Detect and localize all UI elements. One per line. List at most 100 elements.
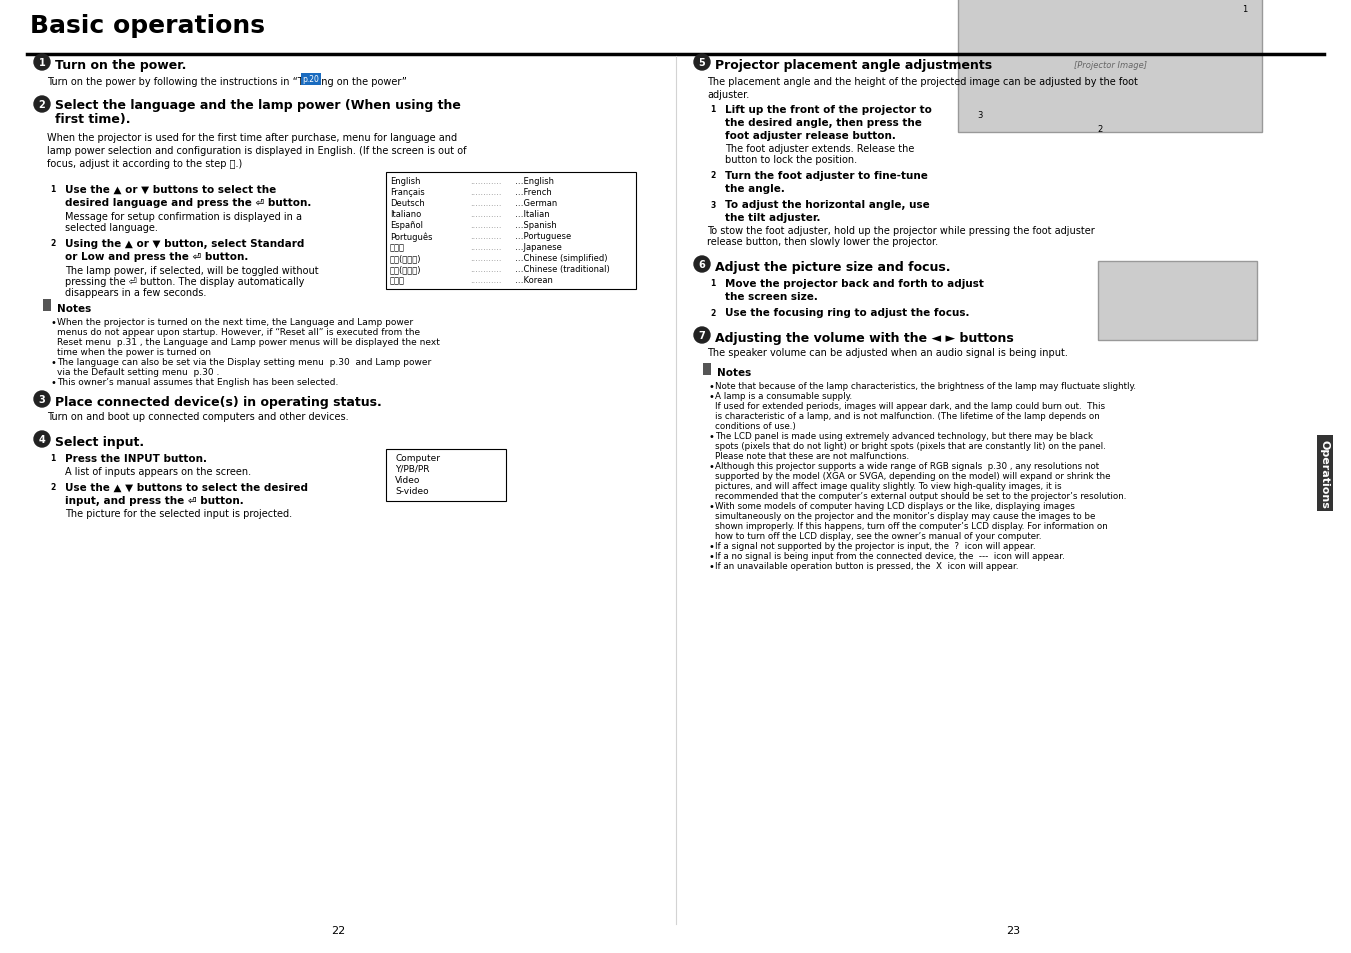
Text: ............: ............ xyxy=(470,221,501,230)
Text: 한국어: 한국어 xyxy=(390,275,405,285)
Text: The speaker volume can be adjusted when an audio signal is being input.: The speaker volume can be adjusted when … xyxy=(707,348,1067,357)
Text: conditions of use.): conditions of use.) xyxy=(715,421,796,431)
Text: the tilt adjuster.: the tilt adjuster. xyxy=(725,213,820,223)
Text: The LCD panel is made using extremely advanced technology, but there may be blac: The LCD panel is made using extremely ad… xyxy=(715,432,1093,440)
Text: The language can also be set via the Display setting menu  p.30  and Lamp power: The language can also be set via the Dis… xyxy=(57,357,431,367)
Text: …Portuguese: …Portuguese xyxy=(515,232,571,241)
Text: Lift up the front of the projector to: Lift up the front of the projector to xyxy=(725,105,932,115)
Text: To adjust the horizontal angle, use: To adjust the horizontal angle, use xyxy=(725,200,929,210)
Text: 1: 1 xyxy=(711,279,716,288)
Circle shape xyxy=(694,328,711,344)
Text: 1: 1 xyxy=(50,185,55,194)
Text: 3: 3 xyxy=(711,200,716,210)
Text: If an unavailable operation button is pressed, the  X  icon will appear.: If an unavailable operation button is pr… xyxy=(715,561,1019,571)
Text: Notes: Notes xyxy=(717,368,751,377)
Text: Projector placement angle adjustments: Projector placement angle adjustments xyxy=(715,59,992,71)
Circle shape xyxy=(34,432,50,448)
Circle shape xyxy=(694,55,711,71)
Text: Using the ▲ or ▼ button, select Standard: Using the ▲ or ▼ button, select Standard xyxy=(65,239,304,249)
Text: how to turn off the LCD display, see the owner’s manual of your computer.: how to turn off the LCD display, see the… xyxy=(715,532,1042,540)
Text: •: • xyxy=(51,357,57,368)
Text: Deutsch: Deutsch xyxy=(390,199,424,208)
Text: …Japanese: …Japanese xyxy=(515,243,562,252)
Text: 2: 2 xyxy=(1097,125,1102,133)
Text: …Chinese (traditional): …Chinese (traditional) xyxy=(515,265,609,274)
Text: Use the ▲ ▼ buttons to select the desired: Use the ▲ ▼ buttons to select the desire… xyxy=(65,482,308,493)
FancyBboxPatch shape xyxy=(1098,262,1256,340)
Text: English: English xyxy=(390,177,420,186)
Text: •: • xyxy=(709,392,715,401)
Text: selected language.: selected language. xyxy=(65,223,158,233)
Text: 1: 1 xyxy=(1243,5,1247,13)
Text: Y/PB/PR: Y/PB/PR xyxy=(394,464,430,474)
Text: [Projector Image]: [Projector Image] xyxy=(1074,61,1147,71)
Text: When the projector is used for the first time after purchase, menu for language : When the projector is used for the first… xyxy=(47,132,466,170)
Text: ............: ............ xyxy=(470,210,501,219)
Text: •: • xyxy=(709,561,715,572)
Text: Notes: Notes xyxy=(57,304,92,314)
Text: Press the INPUT button.: Press the INPUT button. xyxy=(65,454,207,463)
Text: The picture for the selected input is projected.: The picture for the selected input is pr… xyxy=(65,509,292,518)
Text: pictures, and will affect image quality slightly. To view high-quality images, i: pictures, and will affect image quality … xyxy=(715,481,1062,491)
Text: •: • xyxy=(51,377,57,388)
Text: 5: 5 xyxy=(698,58,705,68)
Circle shape xyxy=(34,55,50,71)
Text: If used for extended periods, images will appear dark, and the lamp could burn o: If used for extended periods, images wil… xyxy=(715,401,1105,411)
Text: •: • xyxy=(709,541,715,552)
Text: 4: 4 xyxy=(39,435,46,444)
Text: 1: 1 xyxy=(39,58,46,68)
FancyBboxPatch shape xyxy=(958,0,1262,132)
Text: Español: Español xyxy=(390,221,423,230)
Text: the desired angle, then press the: the desired angle, then press the xyxy=(725,118,921,128)
Text: •: • xyxy=(709,432,715,441)
Text: …Spanish: …Spanish xyxy=(515,221,557,230)
FancyBboxPatch shape xyxy=(43,299,51,312)
Text: 2: 2 xyxy=(39,100,46,110)
Text: •: • xyxy=(51,317,57,328)
Text: 7: 7 xyxy=(698,331,705,340)
Text: release button, then slowly lower the projector.: release button, then slowly lower the pr… xyxy=(707,236,938,247)
Circle shape xyxy=(694,256,711,273)
Text: A list of inputs appears on the screen.: A list of inputs appears on the screen. xyxy=(65,467,251,476)
Text: the angle.: the angle. xyxy=(725,184,785,193)
Text: ............: ............ xyxy=(470,265,501,274)
Text: Select input.: Select input. xyxy=(55,436,145,449)
Text: The placement angle and the height of the projected image can be adjusted by the: The placement angle and the height of th… xyxy=(707,77,1138,100)
Text: spots (pixels that do not light) or bright spots (pixels that are constantly lit: spots (pixels that do not light) or brig… xyxy=(715,441,1105,451)
FancyBboxPatch shape xyxy=(386,450,507,501)
Text: 3: 3 xyxy=(39,395,46,405)
Text: ............: ............ xyxy=(470,275,501,285)
Text: …Chinese (simplified): …Chinese (simplified) xyxy=(515,253,608,263)
Text: supported by the model (XGA or SVGA, depending on the model) will expand or shri: supported by the model (XGA or SVGA, dep… xyxy=(715,472,1111,480)
Text: When the projector is turned on the next time, the Language and Lamp power: When the projector is turned on the next… xyxy=(57,317,413,327)
Text: 1: 1 xyxy=(50,454,55,463)
Text: Although this projector supports a wide range of RGB signals  p.30 , any resolut: Although this projector supports a wide … xyxy=(715,461,1100,471)
Text: Turn the foot adjuster to fine-tune: Turn the foot adjuster to fine-tune xyxy=(725,171,928,181)
Text: •: • xyxy=(709,461,715,472)
Text: Turn on and boot up connected computers and other devices.: Turn on and boot up connected computers … xyxy=(47,412,349,421)
Text: Reset menu  p.31 , the Language and Lamp power menus will be displayed the next: Reset menu p.31 , the Language and Lamp … xyxy=(57,337,440,347)
Text: 1: 1 xyxy=(711,106,716,114)
Text: Português: Português xyxy=(390,232,432,241)
Text: Computer: Computer xyxy=(394,454,440,462)
Text: desired language and press the ⏎ button.: desired language and press the ⏎ button. xyxy=(65,198,311,208)
Text: is characteristic of a lamp, and is not malfunction. (The lifetime of the lamp d: is characteristic of a lamp, and is not … xyxy=(715,412,1100,420)
Text: Basic operations: Basic operations xyxy=(30,14,265,38)
Text: …Korean: …Korean xyxy=(515,275,553,285)
Text: recommended that the computer’s external output should be set to the projector’s: recommended that the computer’s external… xyxy=(715,492,1127,500)
Text: The lamp power, if selected, will be toggled without: The lamp power, if selected, will be tog… xyxy=(65,266,319,275)
Text: Adjust the picture size and focus.: Adjust the picture size and focus. xyxy=(715,261,951,274)
Text: 中文(简体字): 中文(简体字) xyxy=(390,253,422,263)
Text: …Italian: …Italian xyxy=(515,210,550,219)
Text: Please note that these are not malfunctions.: Please note that these are not malfuncti… xyxy=(715,452,909,460)
Text: If a signal not supported by the projector is input, the  ?  icon will appear.: If a signal not supported by the project… xyxy=(715,541,1036,551)
Text: 3: 3 xyxy=(977,112,982,120)
Text: 2: 2 xyxy=(711,308,716,317)
Text: Use the focusing ring to adjust the focus.: Use the focusing ring to adjust the focu… xyxy=(725,308,970,317)
Text: Adjusting the volume with the ◄ ► buttons: Adjusting the volume with the ◄ ► button… xyxy=(715,332,1013,345)
Text: This owner’s manual assumes that English has been selected.: This owner’s manual assumes that English… xyxy=(57,377,338,387)
Text: S-video: S-video xyxy=(394,486,428,496)
Text: simultaneously on the projector and the monitor’s display may cause the images t: simultaneously on the projector and the … xyxy=(715,512,1096,520)
Text: ............: ............ xyxy=(470,232,501,241)
Text: Message for setup confirmation is displayed in a: Message for setup confirmation is displa… xyxy=(65,212,303,222)
